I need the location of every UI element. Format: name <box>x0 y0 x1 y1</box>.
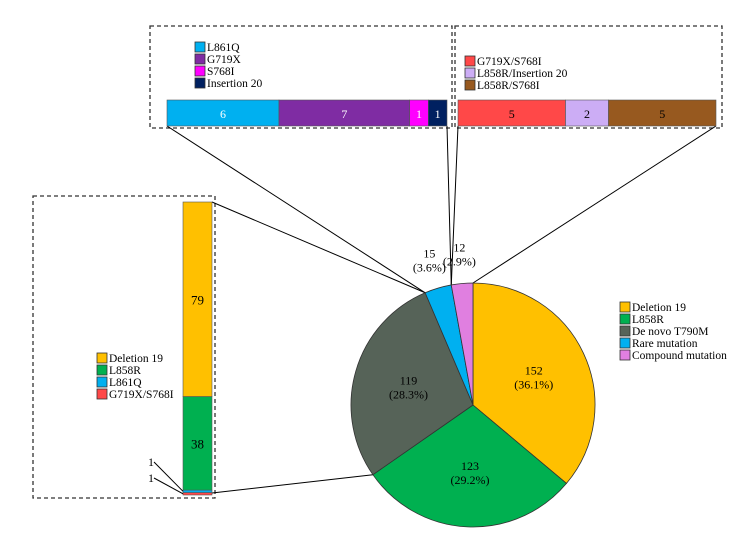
pie-legend-label: L858R <box>632 314 664 326</box>
rare-value-label: 1 <box>435 107 441 121</box>
vbar-legend-label: Deletion 19 <box>109 353 163 365</box>
bar-segment-l858r <box>182 396 213 491</box>
bar-value-label: 79 <box>191 292 204 307</box>
rare-legend-swatch-g719x <box>194 53 206 65</box>
pie-legend-label: Compound mutation <box>632 350 727 362</box>
pie-percent-label: (36.1%) <box>514 378 553 392</box>
compound-legend-label: L858R/S768I <box>477 80 540 92</box>
pie-slice-deletion-19 <box>472 282 596 484</box>
bar-value-label: 1 <box>148 455 154 469</box>
vbar-legend-swatch-l858r <box>96 364 108 376</box>
rare-value-label: 1 <box>416 107 422 121</box>
pie-slice-compound-mutation <box>450 282 474 406</box>
pie-legend-swatch-deletion-19 <box>619 301 631 313</box>
left-breakdown-frame <box>32 195 216 499</box>
pie-legend-swatch-l858r <box>619 313 631 325</box>
pie-percent-label: (3.6%) <box>413 260 446 274</box>
connector-line <box>211 474 373 494</box>
compound-segment-l858r-insertion-20 <box>565 99 609 127</box>
compound-segment-g719x-s768i <box>457 99 566 127</box>
vbar-legend-label: G719X/S768I <box>109 389 174 401</box>
compound-value-label: 2 <box>584 107 590 121</box>
rare-breakdown-frame <box>149 25 453 129</box>
pie-value-label: 123 <box>461 459 479 473</box>
compound-legend-label: G719X/S768I <box>477 56 542 68</box>
compound-breakdown-frame <box>454 25 723 129</box>
bar-segment-g719x-s768i <box>182 492 213 496</box>
bar-value-label: 38 <box>191 436 204 451</box>
pie-value-label: 12 <box>453 241 465 255</box>
pie-legend-label: De novo T790M <box>632 326 708 338</box>
bar-segment-deletion-19 <box>182 201 213 397</box>
pie-value-label: 119 <box>400 373 418 387</box>
connector-line <box>211 201 426 294</box>
pie-percent-label: (28.3%) <box>389 387 428 401</box>
pie-legend-label: Rare mutation <box>632 338 698 350</box>
pie-percent-label: (29.2%) <box>450 473 489 487</box>
rare-segment-l861q <box>166 99 280 127</box>
pie-legend-swatch-de-novo-t790m <box>619 325 631 337</box>
rare-legend-label: G719X <box>207 54 242 66</box>
rare-segment-insertion-20 <box>428 99 448 127</box>
pie-value-label: 152 <box>525 364 543 378</box>
compound-legend-swatch-l858r-s768i <box>464 79 476 91</box>
bar-label-leader <box>153 477 184 495</box>
pie-legend-swatch-rare-mutation <box>619 337 631 349</box>
rare-legend-label: L861Q <box>207 42 240 54</box>
pie-slice-de-novo-t790m <box>350 292 474 476</box>
vbar-legend-swatch-l861q <box>96 376 108 388</box>
compound-value-label: 5 <box>509 107 515 121</box>
vbar-legend-label: L858R <box>109 365 141 377</box>
pie-value-label: 15 <box>423 246 435 260</box>
rare-legend-swatch-s768i <box>194 65 206 77</box>
connector-line <box>450 125 459 285</box>
rare-value-label: 6 <box>220 107 226 121</box>
rare-legend-swatch-insertion-20 <box>194 77 206 89</box>
connector-line <box>472 125 717 284</box>
pie-slice-l858r <box>372 404 568 528</box>
compound-legend-label: L858R/Insertion 20 <box>477 68 568 80</box>
rare-segment-g719x <box>278 99 410 127</box>
pie-percent-label: (2.9%) <box>443 255 476 269</box>
rare-legend-label: S768I <box>207 66 235 78</box>
pie-legend-label: Deletion 19 <box>632 302 686 314</box>
rare-legend-label: Insertion 20 <box>207 78 263 90</box>
connector-line <box>166 125 426 294</box>
vbar-legend-swatch-g719x-s768i <box>96 388 108 400</box>
bar-value-label: 1 <box>148 471 154 485</box>
compound-legend-swatch-l858r-insertion-20 <box>464 67 476 79</box>
compound-legend-swatch-g719x-s768i <box>464 55 476 67</box>
vbar-legend-swatch-deletion-19 <box>96 352 108 364</box>
rare-value-label: 7 <box>341 107 347 121</box>
compound-segment-l858r-s768i <box>608 99 717 127</box>
vbar-legend-label: L861Q <box>109 377 142 389</box>
rare-legend-swatch-l861q <box>194 41 206 53</box>
connector-line <box>446 125 452 285</box>
bar-segment-l861q <box>182 489 213 493</box>
compound-value-label: 5 <box>659 107 665 121</box>
pie-legend-swatch-compound-mutation <box>619 349 631 361</box>
bar-label-leader <box>153 461 184 492</box>
